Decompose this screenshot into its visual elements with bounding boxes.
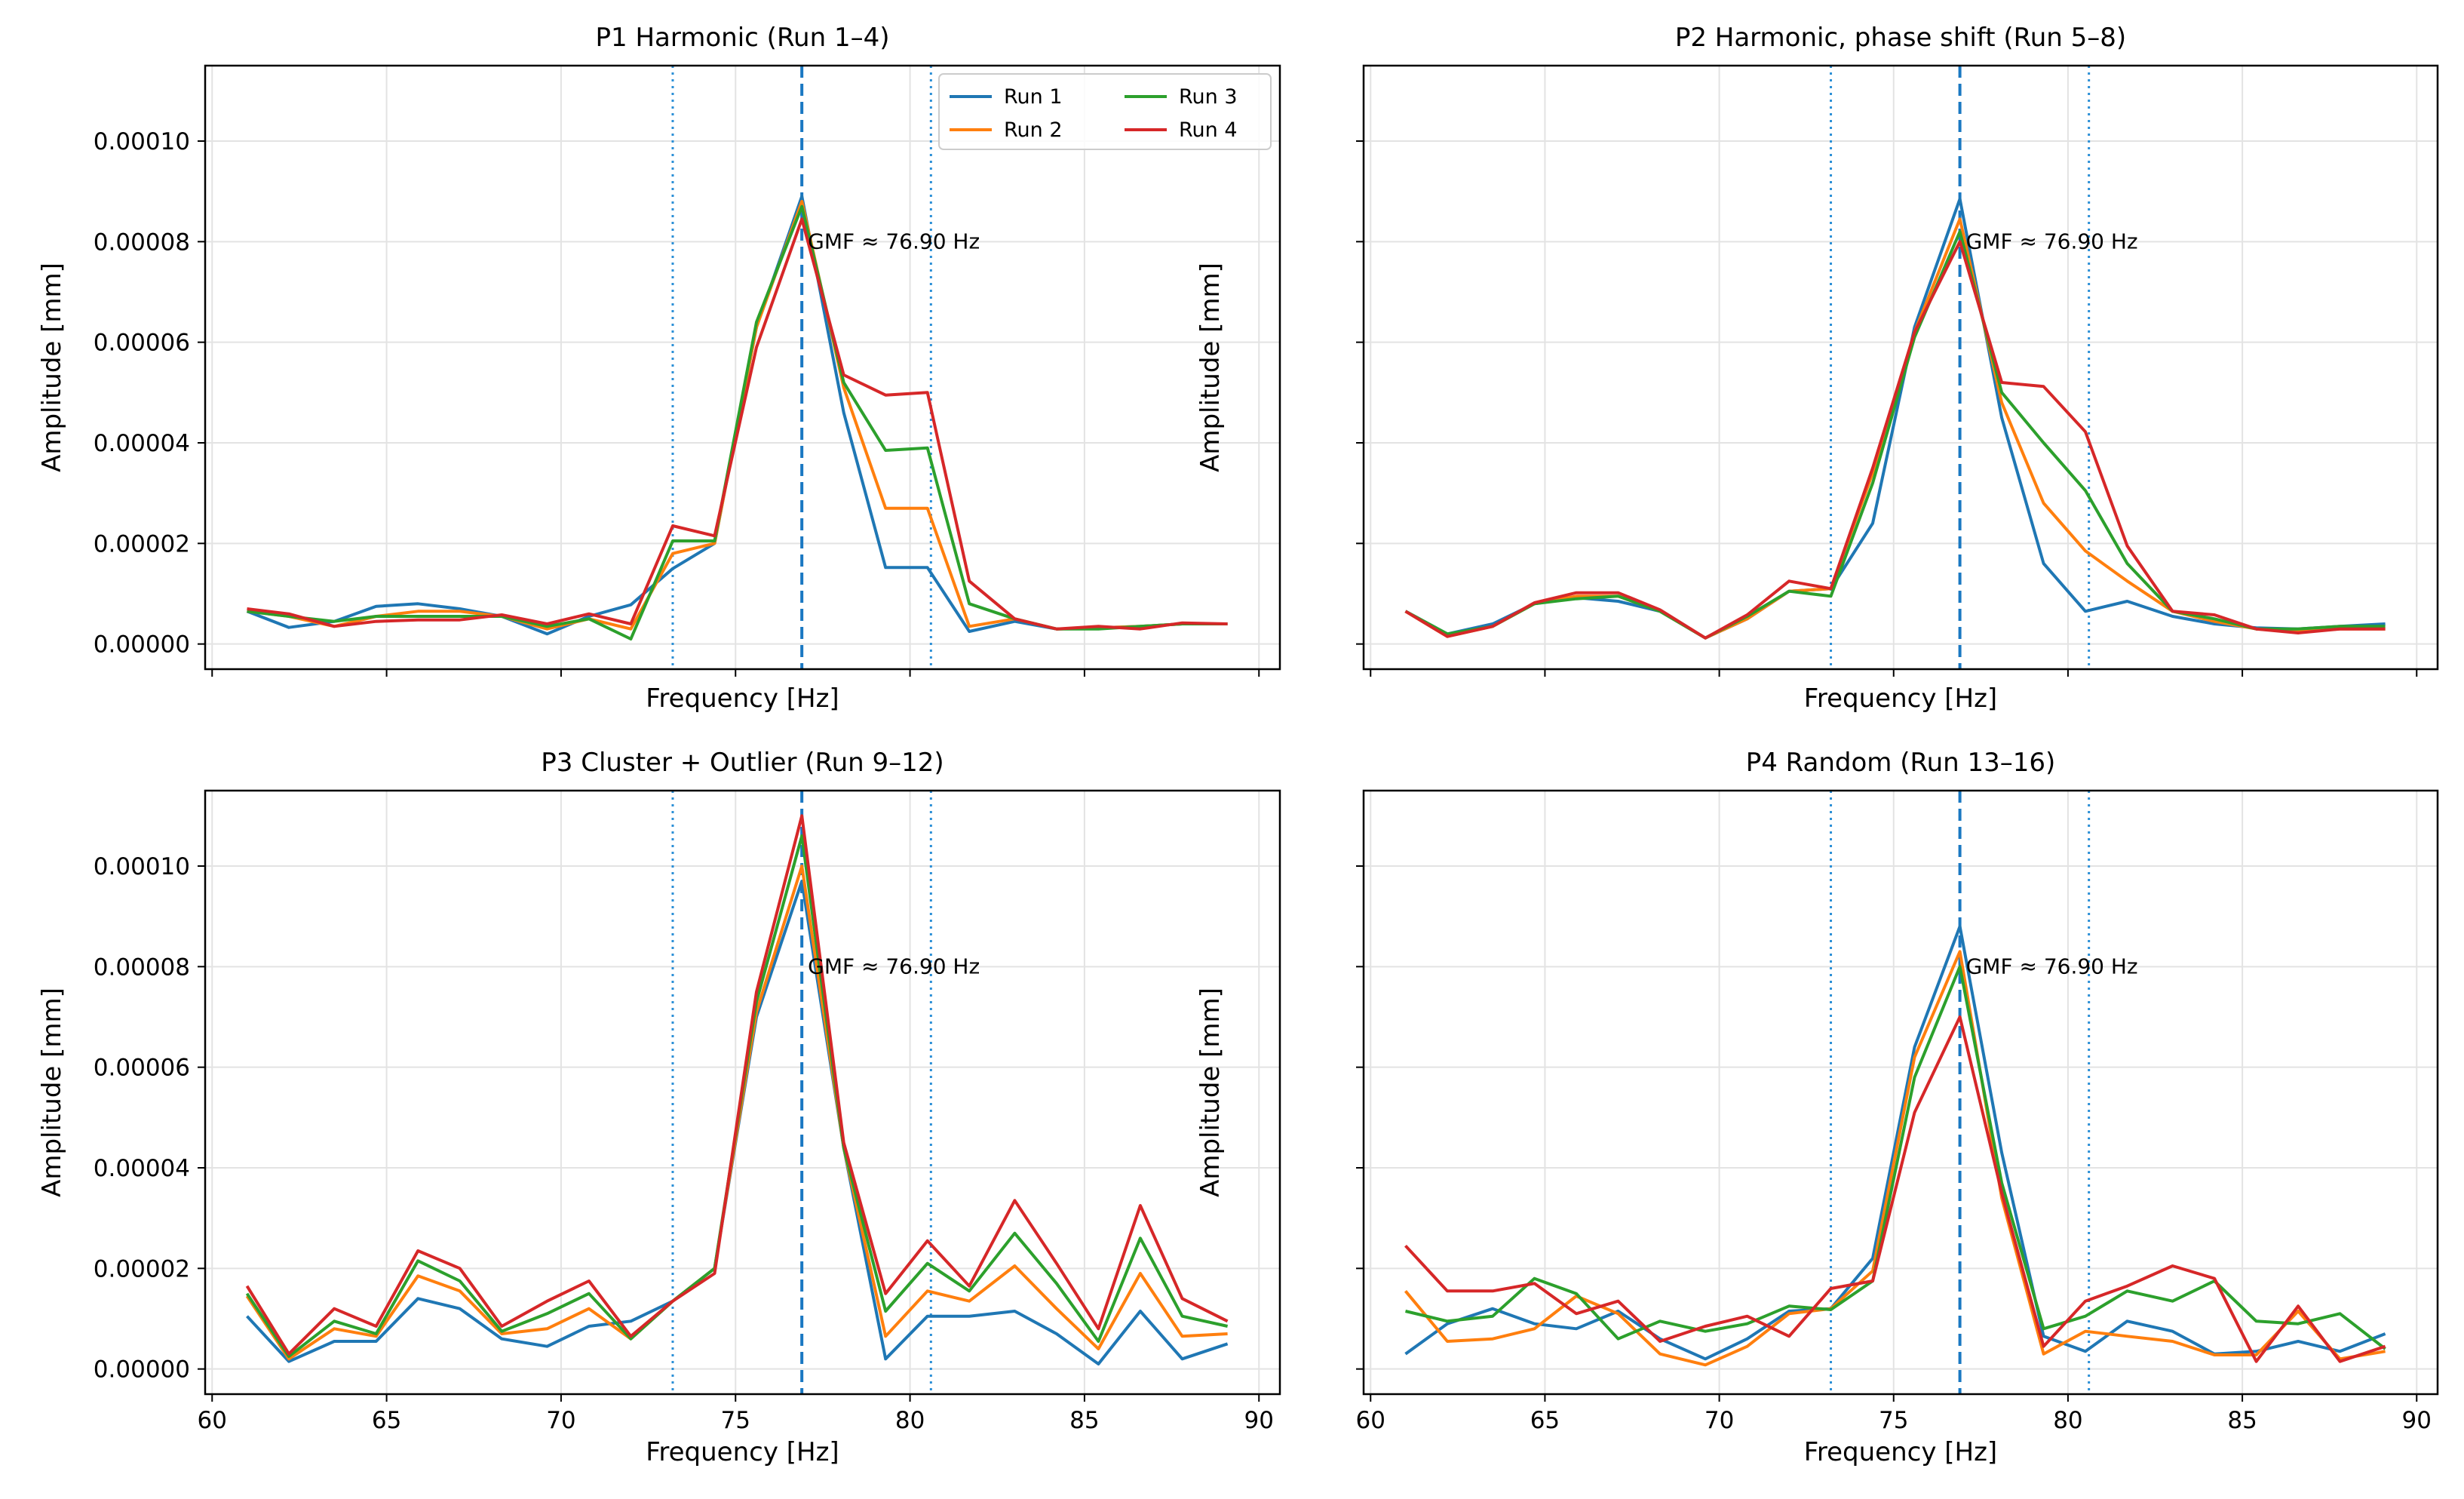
x-tick-label: 85	[2227, 1407, 2257, 1434]
series-group	[245, 814, 1229, 1365]
plot-frame	[204, 64, 1281, 671]
y-tick-label: 0.00000	[94, 1356, 190, 1384]
gmf-annotation: GMF ≈ 76.90 Hz	[1966, 229, 2138, 253]
subplot-title: P4 Random (Run 13–16)	[1746, 748, 2056, 778]
legend-box	[938, 73, 1272, 150]
y-tick-label: 0.00008	[94, 229, 190, 256]
x-tick-label: 60	[1356, 1407, 1385, 1434]
y-axis-label: Amplitude [mm]	[37, 988, 67, 1197]
y-tick-label: 0.00010	[94, 128, 190, 155]
legend-label: Run 4	[1179, 118, 1238, 142]
gmf-annotation: GMF ≈ 76.90 Hz	[1966, 954, 2138, 978]
subplot-title: P3 Cluster + Outlier (Run 9–12)	[541, 748, 944, 778]
series-line-run-3	[245, 834, 1229, 1358]
y-tick-label: 0.00004	[94, 430, 190, 457]
series-line-run-4	[1404, 1015, 2386, 1363]
subplot-2: GMF ≈ 76.90 Hz P2 Harmonic, phase shift (…	[1195, 23, 2439, 714]
plot-frame	[204, 789, 1281, 1396]
x-tick-label: 65	[372, 1407, 401, 1434]
y-tick-label: 0.00004	[94, 1155, 190, 1182]
subplot-title: P1 Harmonic (Run 1–4)	[596, 23, 890, 53]
x-axis-label: Frequency [Hz]	[646, 1437, 839, 1467]
series-line-run-3	[1405, 965, 2386, 1350]
series-line-run-2	[1404, 950, 2386, 1367]
series-line-run-4	[245, 814, 1229, 1356]
x-tick-label: 70	[546, 1407, 575, 1434]
y-tick-label: 0.00010	[94, 853, 190, 880]
gmf-annotation: GMF ≈ 76.90 Hz	[808, 954, 980, 978]
x-tick-label: 75	[1879, 1407, 1908, 1434]
y-tick-label: 0.00002	[94, 1255, 190, 1282]
series-group	[1404, 925, 2386, 1367]
series-line-run-4	[247, 217, 1228, 631]
subplot-1: GMF ≈ 76.90 Hz 0.00000 0.00002 0.00004 0.000…	[37, 23, 1281, 714]
series-line-run-3	[247, 204, 1228, 640]
y-tick-label: 0.00000	[94, 631, 190, 659]
x-tick-label: 60	[198, 1407, 227, 1434]
x-tick-label: 80	[895, 1407, 925, 1434]
series-line-run-1	[1404, 925, 2386, 1361]
plot-frame	[1362, 789, 2439, 1396]
subplot-3: GMF ≈ 76.90 Hz 60 65 70 75 80 85 90 0.00000 0.000…	[37, 748, 1281, 1467]
series-line-run-2	[1404, 217, 2386, 640]
y-axis-label: Amplitude [mm]	[37, 263, 67, 472]
series-line-run-3	[1404, 230, 2386, 640]
legend-label: Run 3	[1179, 85, 1238, 109]
x-tick-label: 90	[2402, 1407, 2432, 1434]
subplot-4: GMF ≈ 76.90 Hz 60 65 70 75 80 85 90 P4 Random (R…	[1195, 748, 2439, 1467]
series-line-run-1	[1404, 197, 2386, 640]
legend-label: Run 1	[1004, 85, 1063, 109]
x-tick-label: 70	[1705, 1407, 1734, 1434]
y-tick-label: 0.00006	[94, 330, 190, 357]
y-tick-label: 0.00008	[94, 954, 190, 981]
x-axis-label: Frequency [Hz]	[1804, 683, 1997, 714]
x-tick-label: 65	[1530, 1407, 1560, 1434]
legend-label: Run 2	[1004, 118, 1063, 142]
y-tick-label: 0.00006	[94, 1055, 190, 1082]
plot-frame	[1362, 64, 2439, 671]
x-tick-label: 75	[721, 1407, 750, 1434]
series-group	[246, 195, 1228, 640]
x-axis-label: Frequency [Hz]	[646, 683, 839, 714]
x-tick-label: 90	[1244, 1407, 1274, 1434]
y-axis-label: Amplitude [mm]	[1195, 263, 1226, 472]
series-group	[1404, 197, 2386, 640]
y-tick-label: 0.00002	[94, 530, 190, 558]
series-line-run-4	[1404, 240, 2386, 640]
subplot-title: P2 Harmonic, phase shift (Run 5–8)	[1675, 23, 2126, 53]
y-axis-label: Amplitude [mm]	[1195, 988, 1226, 1197]
gmf-annotation: GMF ≈ 76.90 Hz	[808, 229, 980, 253]
x-tick-label: 85	[1069, 1407, 1099, 1434]
x-axis-label: Frequency [Hz]	[1804, 1437, 1997, 1467]
legend: Run 1 Run 2 Run 3 Run 4	[938, 73, 1272, 150]
x-tick-label: 80	[2053, 1407, 2082, 1434]
